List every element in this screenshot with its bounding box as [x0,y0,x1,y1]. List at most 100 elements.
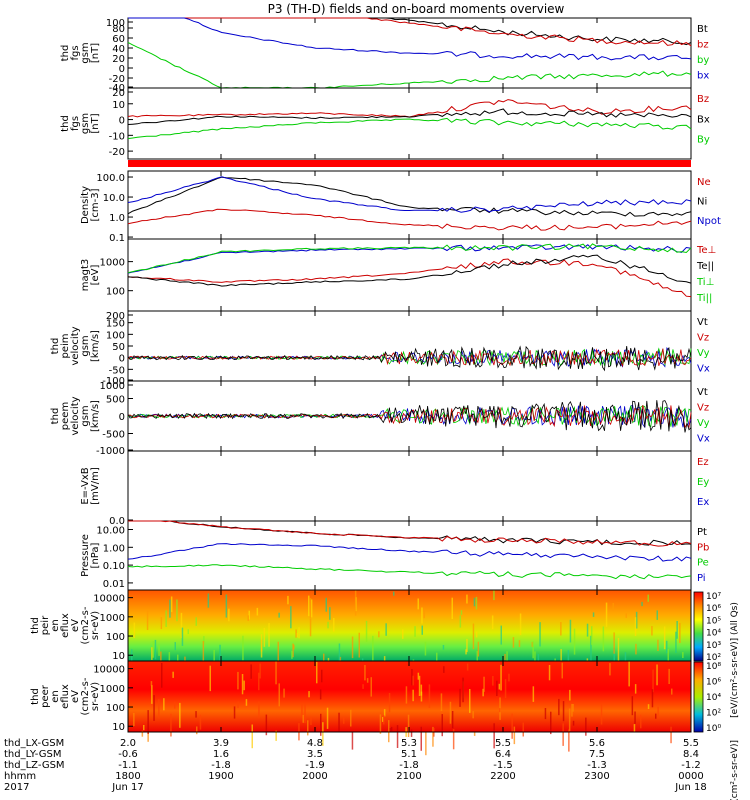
spectrogram-streak [466,638,468,652]
panel-frame [127,450,692,522]
y-tick-label: 60 [112,34,125,45]
spectrogram-streak [316,662,318,684]
y-tick-label: -100 [102,376,125,387]
spectrogram-streak [366,678,369,683]
series-Pe [127,564,692,580]
spectrogram-streak [207,593,210,608]
y-tick-label: 0 [119,412,125,423]
spectrogram-streak [296,633,299,638]
spectrogram-streak [466,594,468,604]
spectrogram-streak [388,720,390,743]
colorbar [693,661,704,733]
y-axis-label: fgs [70,116,81,131]
legend-entry: Bx [697,114,710,125]
x-value: 5.6 [589,738,605,749]
spectrogram-streak [569,619,572,643]
spectrogram-streak [498,683,501,690]
spectrogram-streak [676,621,678,639]
spectrogram-streak [462,677,464,703]
spectrogram-streak [496,680,498,696]
spectrogram-streak [558,698,560,716]
panel-electron-velocity: 1000 500 0 -500 -1000 thd peem velocity gsm [km/s… [50,380,710,457]
spectrogram-streak [634,617,637,636]
spectrogram-streak [176,599,178,622]
x-row-label: thd_LY-GSM [4,749,61,760]
spectrogram-streak [666,640,668,654]
spectrogram-streak [572,704,574,712]
panel-electron-spectrogram: 10000 1000 100 10 thd peer en eflux eV (cm2-s-sr-… [30,660,692,756]
spectrogram-streak [383,715,385,725]
spectrogram-streak [519,613,522,636]
spectrogram-streak [151,647,153,660]
y-axis-label: magt3 [80,259,91,292]
x-value: -1.1 [118,760,138,771]
y-axis-label: thd [30,688,41,705]
spectrogram-streak [568,708,571,731]
y-tick-label: 1.0 [109,213,125,224]
spectrogram-streak [365,620,368,642]
spectrogram-streak [161,663,163,688]
spectrogram-streak [508,673,510,682]
spectrogram-streak [390,726,393,732]
x-value: 2.0 [120,738,136,749]
y-tick-label: 0.0 [109,516,125,527]
spectrogram-streak [247,615,249,621]
spectrogram-streak [268,623,270,647]
series-Bx [127,108,692,125]
y-tick-label: 100 [106,287,125,298]
spectrogram-streak [472,623,475,650]
series-Te⊥ [127,258,692,298]
x-value: 4.8 [307,738,323,749]
spectrogram-streak [511,713,513,739]
x-value: -1.8 [211,760,231,771]
y-axis-label: thd [60,115,71,132]
spectrogram-streak [476,651,478,665]
y-tick-label: -20 [109,74,125,85]
spectrogram-streak [506,651,508,667]
x-value: 3.5 [307,749,323,760]
y-tick-label: 100 [106,703,125,714]
spectrogram-streak [146,610,149,630]
y-axis-label: E=-VxB [80,467,91,504]
spectrogram-streak [233,706,236,719]
spectrogram-streak [442,645,445,650]
spectrogram-streak [245,699,248,706]
x-value: 2000 [302,771,327,782]
spectrogram-streak [465,649,467,655]
spectrogram-streak [298,627,300,639]
series-Ne [127,208,692,231]
legend-entry: Vz [697,403,709,414]
spectrogram-streak [441,714,443,737]
spectrogram-streak [327,621,329,629]
spectrogram-streak [651,626,653,636]
spectrogram-streak [153,695,155,721]
spectrogram-streak [473,597,476,607]
spectrogram-streak [424,641,427,656]
y-tick-label: 10.0 [103,193,125,204]
y-tick-label: -10 [109,131,125,142]
spectrogram-streak [160,617,163,630]
spectrogram-streak [263,627,266,647]
spectrogram-streak [609,663,611,676]
spectrogram-streak [308,691,310,698]
spectrogram-streak [504,653,506,661]
spectrogram-streak [647,704,650,709]
y-axis-label: Density [80,186,91,224]
spectrogram-streak [251,724,253,749]
series-Pb [128,520,692,547]
spectrogram-streak [389,728,391,733]
spectrogram-streak [307,720,309,736]
legend-entry: Ex [697,497,709,508]
spectrogram-streak [237,701,239,708]
spectrogram-streak [187,629,189,635]
spectrogram-streak [174,642,176,651]
colorbar [693,591,704,662]
colorbar-tick-label: 10² [706,709,721,719]
spectrogram-streak [320,713,322,736]
panel-frame [127,310,692,382]
series-Ti|| [127,243,692,274]
legend-entry: Vt [697,387,708,398]
spectrogram-streak [169,599,171,618]
